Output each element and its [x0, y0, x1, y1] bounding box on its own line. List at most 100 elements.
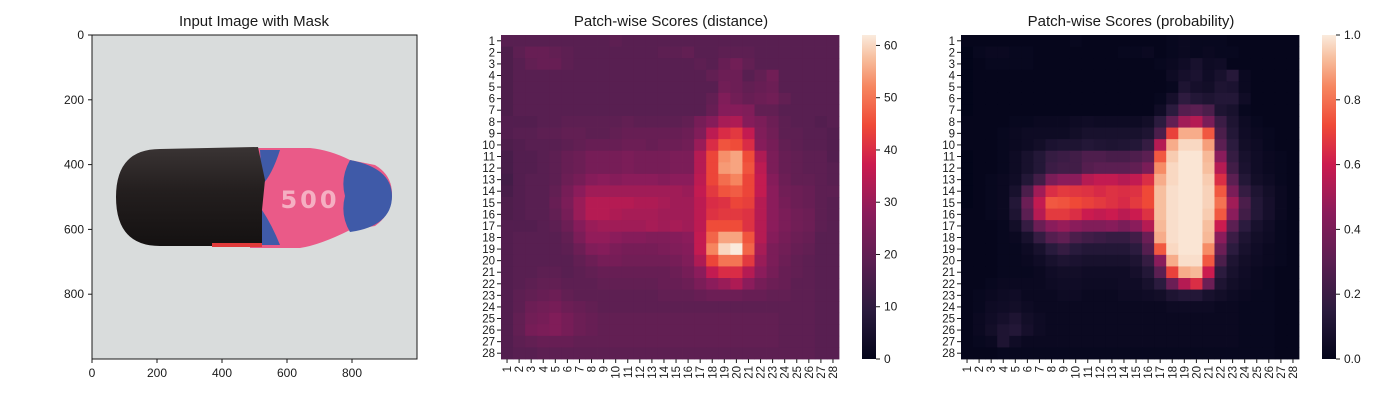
heatmap-cell [1045, 173, 1058, 186]
heatmap-cell [1250, 278, 1264, 290]
heatmap-cell [549, 35, 562, 47]
heatmap-cell [730, 92, 743, 105]
heatmap-cell [513, 162, 526, 175]
heatmap-cell [1021, 162, 1034, 175]
heatmap-cell [790, 266, 804, 279]
heatmap-cell [790, 278, 804, 290]
heatmap-cell [1190, 208, 1203, 221]
heatmap-cell [1081, 289, 1095, 302]
heatmap-cell [573, 243, 586, 256]
heatmap-cell [585, 150, 598, 163]
heatmap-cell [961, 104, 974, 117]
heatmap-cell [802, 254, 816, 267]
heatmap-cell [802, 81, 816, 94]
heatmap-cell [742, 254, 755, 267]
heatmap-cell [1045, 58, 1058, 71]
heatmap-cell [1154, 289, 1167, 302]
colorbar-tick-label: 10 [884, 300, 898, 314]
heatmap-cell [1021, 127, 1034, 140]
row-tick-label: 12 [482, 163, 495, 175]
capsule-black-half [116, 147, 265, 246]
heatmap-cell [802, 231, 816, 244]
heatmap-cell [1190, 139, 1203, 152]
heatmap-cell [1166, 347, 1179, 360]
heatmap-cell [537, 254, 550, 267]
heatmap-cell [694, 254, 707, 267]
heatmap-cell [1286, 162, 1300, 175]
heatmap-cell [501, 69, 514, 82]
heatmap-cell [1178, 127, 1191, 140]
heatmap-cell [513, 220, 526, 233]
heatmap-cell [1021, 150, 1034, 163]
heatmap-cell [1057, 231, 1071, 244]
heatmap-cell [537, 231, 550, 244]
heatmap-cell [537, 312, 550, 325]
heatmap-cell [1105, 139, 1119, 152]
heatmap-cell [778, 150, 792, 163]
heatmap-cell [1154, 324, 1167, 337]
heatmap-cell [985, 312, 998, 325]
heatmap-cell [1105, 35, 1119, 47]
heatmap-cell [1057, 243, 1071, 256]
heatmap-cell [1033, 335, 1046, 348]
heatmap-cell [513, 208, 526, 221]
heatmap-cell [645, 231, 659, 244]
heatmap-cell [501, 162, 514, 175]
heatmap-cell [1021, 116, 1034, 128]
heatmap-cell [1274, 220, 1288, 233]
col-tick-label: 21 [1203, 366, 1215, 379]
heatmap-cell [1226, 58, 1240, 71]
heatmap-cell [1057, 69, 1071, 82]
heatmap-cell [1142, 266, 1155, 279]
heatmap-cell [1226, 289, 1240, 302]
heatmap-cell [1166, 266, 1179, 279]
heatmap-cell [1238, 220, 1252, 233]
heatmap-cell [1238, 173, 1252, 186]
heatmap-cell [633, 231, 647, 244]
heatmap-cell [657, 46, 671, 59]
row-tick-label: 21 [942, 267, 955, 279]
heatmap-cell [754, 35, 767, 47]
heatmap-cell [961, 197, 974, 209]
heatmap-cell [742, 324, 755, 337]
heatmap-cell [997, 335, 1010, 348]
heatmap-cell [513, 254, 526, 267]
heatmap-cell [778, 243, 792, 256]
heatmap-cell [742, 127, 755, 140]
heatmap-cell [1190, 243, 1203, 256]
heatmap-cell [766, 254, 780, 267]
heatmap-cell [718, 139, 731, 152]
heatmap-cell [1105, 243, 1119, 256]
heatmap-cell [1045, 231, 1058, 244]
row-tick-label: 5 [949, 82, 955, 94]
heatmap-cell [1178, 139, 1191, 152]
y-tick-label: 400 [64, 158, 84, 172]
heatmap-cell [1093, 254, 1107, 267]
heatmap-cell [1178, 35, 1191, 47]
heatmap-cell [790, 116, 804, 128]
heatmap-cell [1130, 347, 1143, 360]
heatmap-cell [1286, 185, 1300, 198]
heatmap-cell [501, 335, 514, 348]
heatmap-cell [730, 104, 743, 117]
heatmap-cell [682, 69, 695, 82]
heatmap-cell [561, 46, 574, 59]
heatmap-cell [585, 347, 598, 360]
heatmap-cell [525, 173, 538, 186]
row-tick-label: 2 [949, 47, 955, 59]
heatmap-cell [537, 197, 550, 209]
heatmap-cell [1117, 289, 1131, 302]
heatmap-cell [1250, 312, 1264, 325]
heatmap-cell [1009, 116, 1022, 128]
heatmap-cell [1069, 335, 1083, 348]
heatmap-cell [561, 162, 574, 175]
heatmap-cell [730, 278, 743, 290]
heatmap-cell [1154, 220, 1167, 233]
heatmap-cell [754, 312, 767, 325]
heatmap-cell [513, 127, 526, 140]
heatmap-cell [573, 116, 586, 128]
heatmap-cell [1202, 324, 1215, 337]
heatmap-cell [814, 150, 828, 163]
heatmap-cell [1226, 278, 1240, 290]
heatmap-cell [973, 162, 986, 175]
